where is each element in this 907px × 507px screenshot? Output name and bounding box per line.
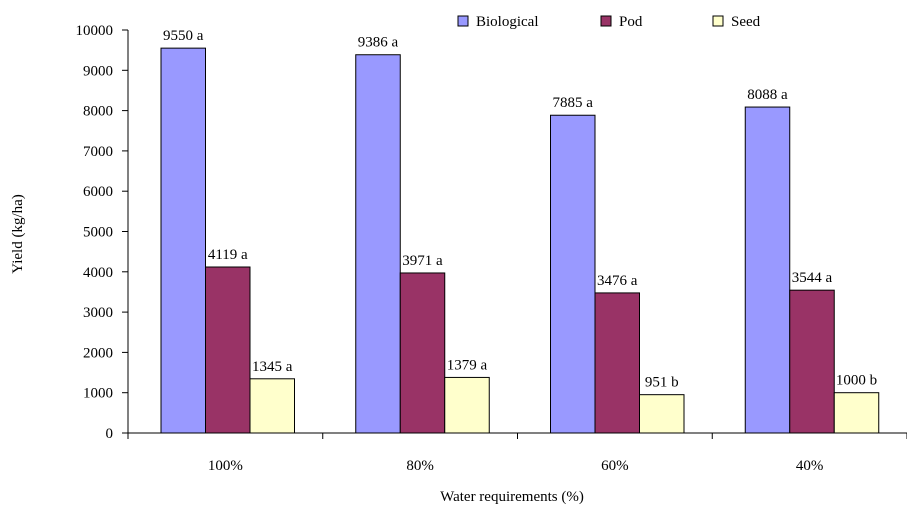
bar-pod-0 bbox=[205, 266, 251, 434]
data-label: 9550 a bbox=[163, 28, 204, 44]
y-tick-label: 1000 bbox=[83, 386, 113, 402]
data-label: 1345 a bbox=[252, 359, 293, 375]
bar-seed-3 bbox=[833, 392, 880, 434]
legend-label-seed: Seed bbox=[731, 14, 761, 30]
bar-biological-1 bbox=[355, 54, 401, 434]
data-label: 3544 a bbox=[792, 270, 833, 286]
y-tick-label: 6000 bbox=[83, 184, 113, 200]
bar-pod-1 bbox=[399, 272, 446, 434]
data-label: 8088 a bbox=[747, 87, 788, 103]
data-label: 3971 a bbox=[402, 253, 443, 269]
y-tick-label: 0 bbox=[106, 426, 114, 442]
x-tick-label: 100% bbox=[208, 458, 243, 474]
x-tick-label: 40% bbox=[796, 458, 824, 474]
y-tick-label: 9000 bbox=[83, 63, 113, 79]
y-tick-label: 3000 bbox=[83, 305, 113, 321]
data-label: 7885 a bbox=[553, 95, 594, 111]
legend-label-biological: Biological bbox=[476, 14, 539, 30]
data-label: 3476 a bbox=[597, 273, 638, 289]
x-tick-label: 60% bbox=[601, 458, 629, 474]
y-tick-label: 7000 bbox=[83, 144, 113, 160]
y-tick-label: 4000 bbox=[83, 265, 113, 281]
legend-swatch-pod bbox=[600, 15, 612, 27]
y-tick-label: 5000 bbox=[83, 225, 113, 241]
x-tick-label: 80% bbox=[406, 458, 434, 474]
data-label: 9386 a bbox=[358, 35, 399, 51]
y-tick-label: 2000 bbox=[83, 345, 113, 361]
data-label: 1000 b bbox=[836, 373, 877, 389]
legend-swatch-biological bbox=[457, 15, 469, 27]
bar-pod-2 bbox=[594, 292, 640, 434]
bar-labels: 9550 a 9386 a 7885 a 8088 a 4119 a 3971 a 3476… bbox=[163, 28, 877, 391]
bar-pod-3 bbox=[789, 289, 835, 434]
data-label: 951 b bbox=[645, 375, 679, 391]
x-axis: 100% 80% 60% 40% bbox=[127, 432, 907, 474]
legend-label-pod: Pod bbox=[619, 14, 643, 30]
bars bbox=[160, 47, 880, 434]
data-label: 4119 a bbox=[208, 247, 248, 263]
y-axis: 0 1000 2000 3000 4000 5000 6000 7000 8000 9000 100… bbox=[76, 23, 129, 442]
x-axis-title: Water requirements (%) bbox=[440, 489, 584, 505]
bar-seed-1 bbox=[444, 376, 490, 434]
data-label: 1379 a bbox=[447, 357, 488, 373]
bar-biological-2 bbox=[550, 114, 596, 434]
y-tick-label: 10000 bbox=[76, 23, 114, 39]
bar-biological-0 bbox=[160, 47, 206, 434]
bar-seed-0 bbox=[249, 378, 295, 434]
y-axis-title: Yield (kg/ha) bbox=[10, 194, 26, 274]
bar-seed-2 bbox=[639, 394, 685, 434]
bar-biological-3 bbox=[744, 106, 791, 434]
legend: Biological Pod Seed bbox=[457, 14, 761, 30]
y-tick-label: 8000 bbox=[83, 104, 113, 120]
legend-swatch-seed bbox=[712, 15, 724, 27]
